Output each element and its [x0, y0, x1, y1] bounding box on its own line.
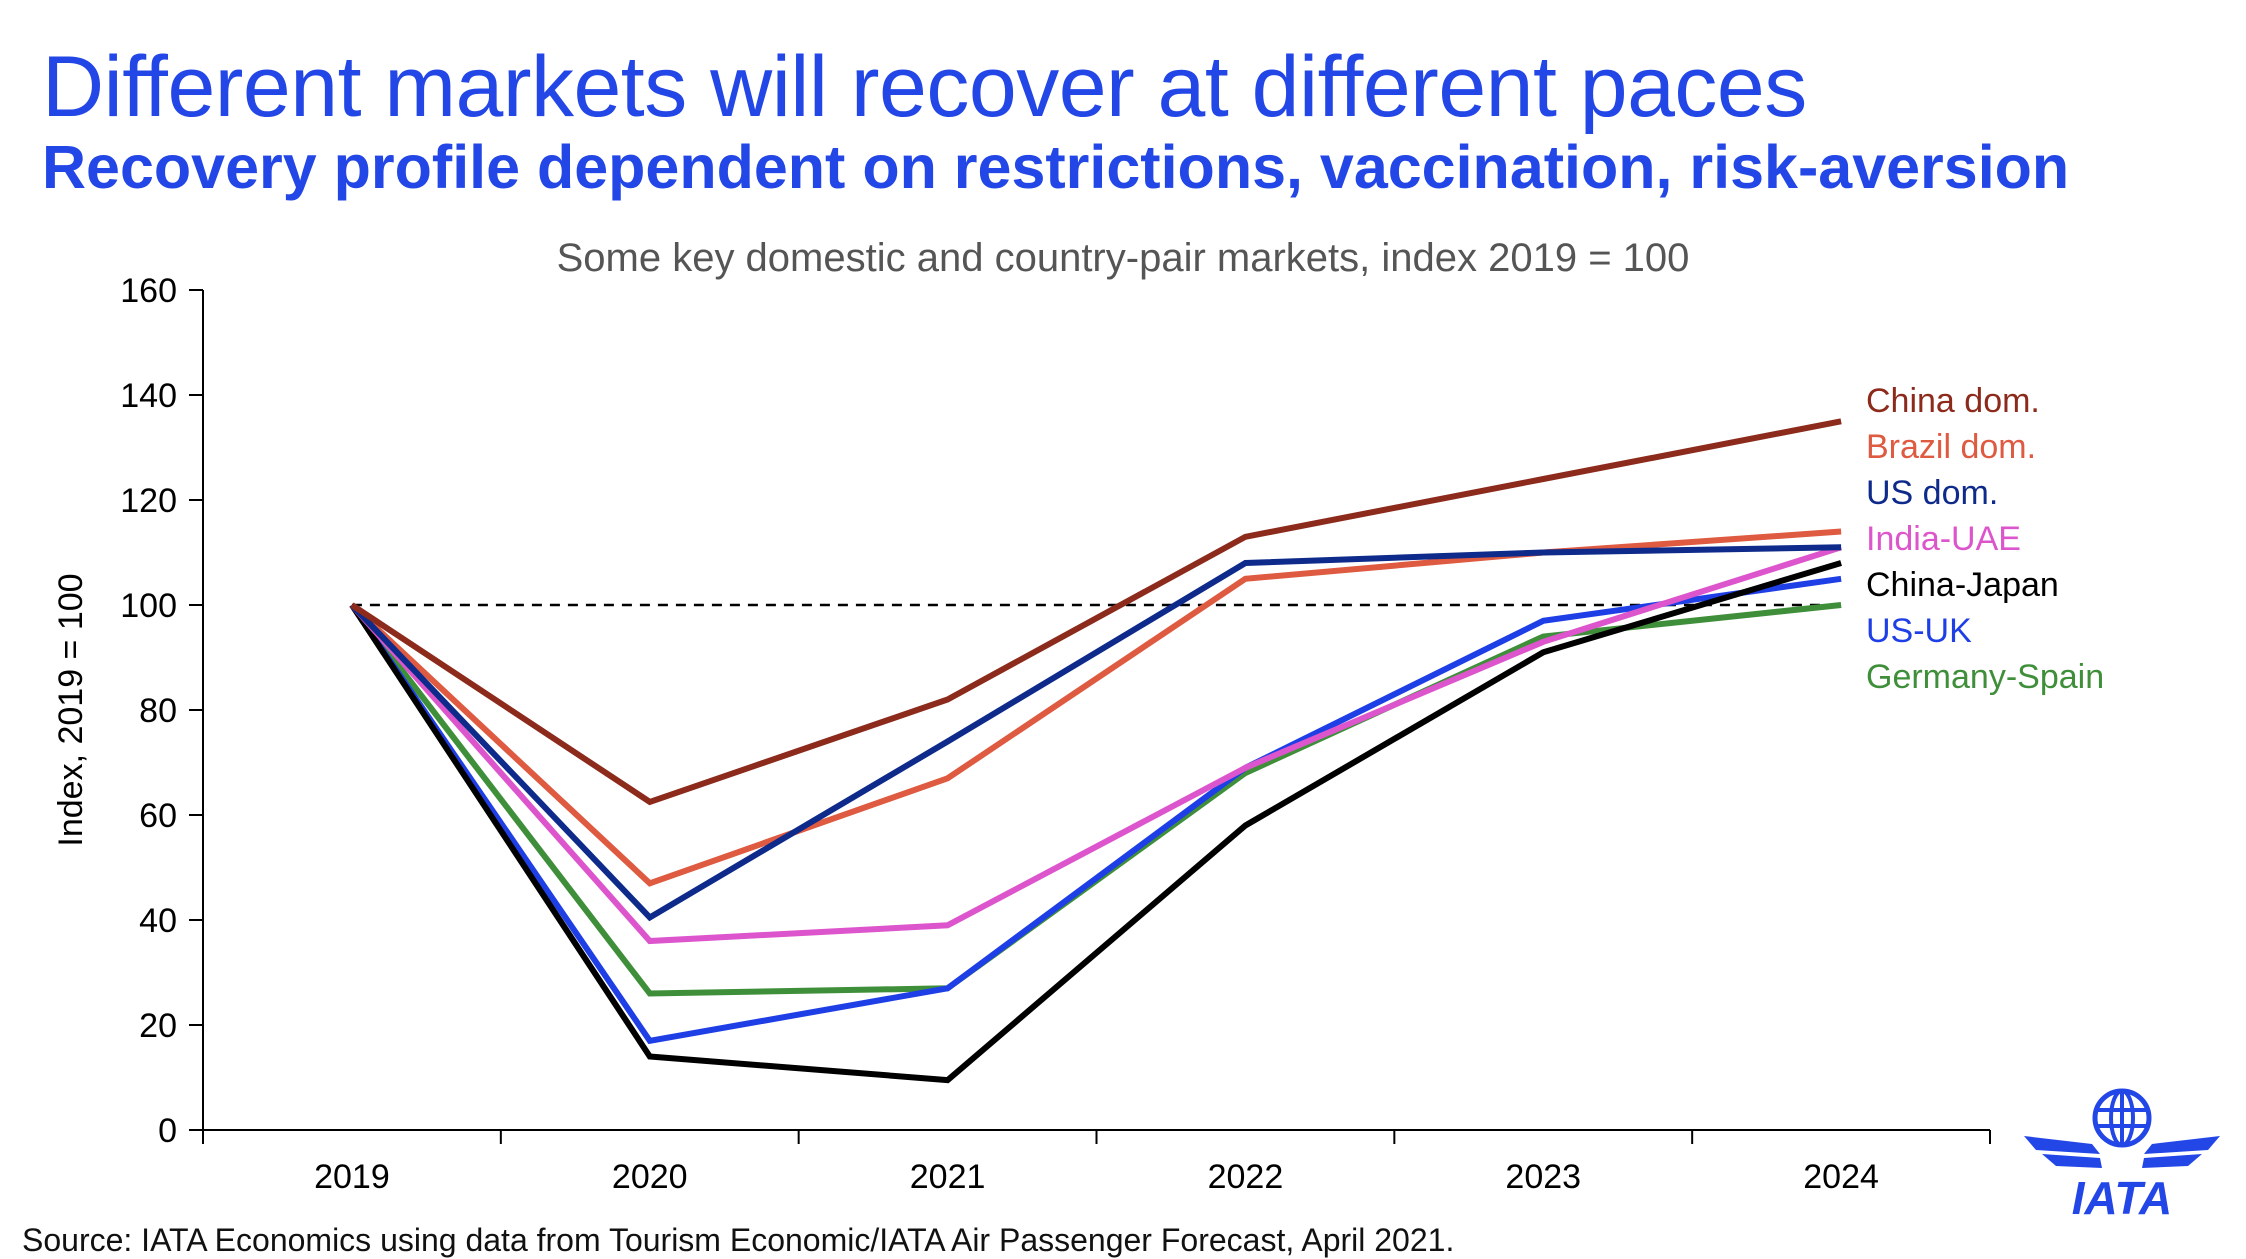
- y-tick-label: 160: [120, 272, 177, 310]
- legend-label-us-uk: US-UK: [1866, 612, 1972, 650]
- chart-axes: 0 20 40 60 80 100 120 140 160 2019 2020 2021 2022 202…: [52, 272, 1991, 1196]
- legend-label-us-dom: US dom.: [1866, 474, 1998, 512]
- legend-label-germany-spain: Germany-Spain: [1866, 658, 2104, 696]
- y-tick-label: 60: [139, 797, 177, 835]
- y-tick-label: 40: [139, 902, 177, 940]
- y-tick-label: 20: [139, 1007, 177, 1045]
- series-line-india-uae: [349, 544, 1843, 945]
- series-line-china-dom: [350, 418, 1842, 806]
- x-tick-label: 2020: [612, 1158, 688, 1196]
- y-tick-label: 0: [158, 1112, 177, 1150]
- chart-title: Some key domestic and country-pair marke…: [556, 236, 1690, 280]
- y-tick-label: 140: [120, 377, 177, 415]
- series-line-us-dom: [349, 544, 1842, 922]
- page-subtitle: Recovery profile dependent on restrictio…: [42, 133, 2070, 201]
- iata-globe-wings-icon: [2024, 1088, 2220, 1168]
- source-note: Source: IATA Economics using data from T…: [22, 1222, 1455, 1258]
- x-tick-label: 2021: [910, 1158, 986, 1196]
- x-tick-label: 2019: [314, 1158, 390, 1196]
- series-line-china-japan: [349, 560, 1842, 1084]
- legend-label-brazil-dom: Brazil dom.: [1866, 428, 2036, 466]
- legend-label-china-dom: China dom.: [1866, 382, 2040, 420]
- x-tick-label: 2023: [1505, 1158, 1581, 1196]
- x-tick-label: 2024: [1803, 1158, 1879, 1196]
- legend-label-india-uae: India-UAE: [1866, 520, 2021, 558]
- chart-legend: China dom. Brazil dom. US dom. India-UAE Chi…: [1866, 382, 2104, 696]
- y-tick-label: 100: [120, 587, 177, 625]
- series-lines: [349, 418, 1843, 1084]
- series-line-us-uk: [349, 575, 1842, 1045]
- iata-logo-text: IATA: [2072, 1172, 2173, 1218]
- legend-label-china-japan: China-Japan: [1866, 566, 2059, 604]
- x-tick-label: 2022: [1208, 1158, 1284, 1196]
- y-tick-label: 120: [120, 482, 177, 520]
- page-title: Different markets will recover at differ…: [42, 39, 1807, 135]
- y-tick-label: 80: [139, 692, 177, 730]
- y-axis-label: Index, 2019 = 100: [52, 573, 90, 846]
- iata-logo: IATA: [2024, 1088, 2220, 1218]
- series-line-brazil-dom: [349, 528, 1842, 887]
